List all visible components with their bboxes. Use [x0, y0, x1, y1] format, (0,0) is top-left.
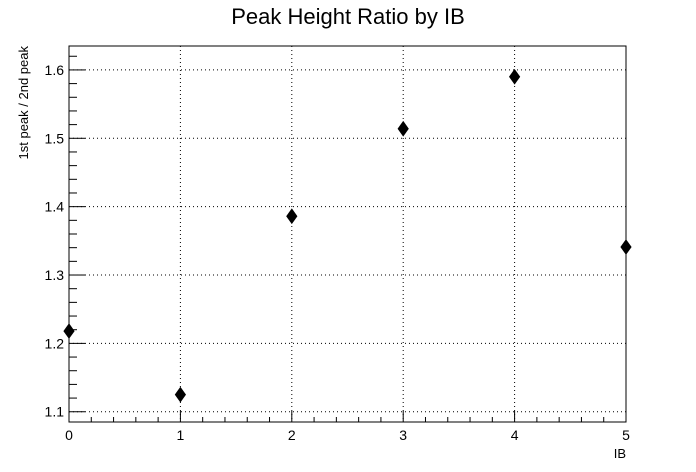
data-point — [397, 120, 409, 137]
y-tick-label: 1.3 — [45, 267, 65, 283]
data-points — [63, 68, 632, 403]
data-point — [508, 68, 521, 85]
plot-frame — [68, 45, 627, 423]
x-tick-label: 3 — [399, 427, 407, 443]
data-point — [620, 239, 632, 255]
y-axis-title: 1st peak / 2nd peak — [16, 46, 31, 160]
chart-title: Peak Height Ratio by IB — [231, 4, 465, 29]
data-point — [174, 386, 187, 403]
y-tick-label: 1.2 — [45, 335, 65, 351]
axis-ticks — [68, 55, 627, 422]
x-tick-label: 4 — [511, 427, 519, 443]
x-tick-label: 2 — [288, 427, 296, 443]
x-tick-label: 0 — [65, 427, 73, 443]
data-point — [63, 323, 75, 339]
y-tick-label: 1.1 — [45, 404, 65, 420]
y-tick-label: 1.6 — [45, 62, 65, 78]
y-tick-label: 1.5 — [45, 130, 65, 146]
grid — [69, 46, 626, 422]
tick-labels: 0 1 2 3 4 5 1.1 1.2 1.3 1.4 1.5 1.6 — [45, 62, 631, 443]
x-axis-title: IB — [614, 446, 626, 461]
x-tick-label: 5 — [622, 427, 630, 443]
y-tick-label: 1.4 — [45, 199, 65, 215]
data-point — [286, 208, 298, 225]
x-tick-label: 1 — [177, 427, 185, 443]
